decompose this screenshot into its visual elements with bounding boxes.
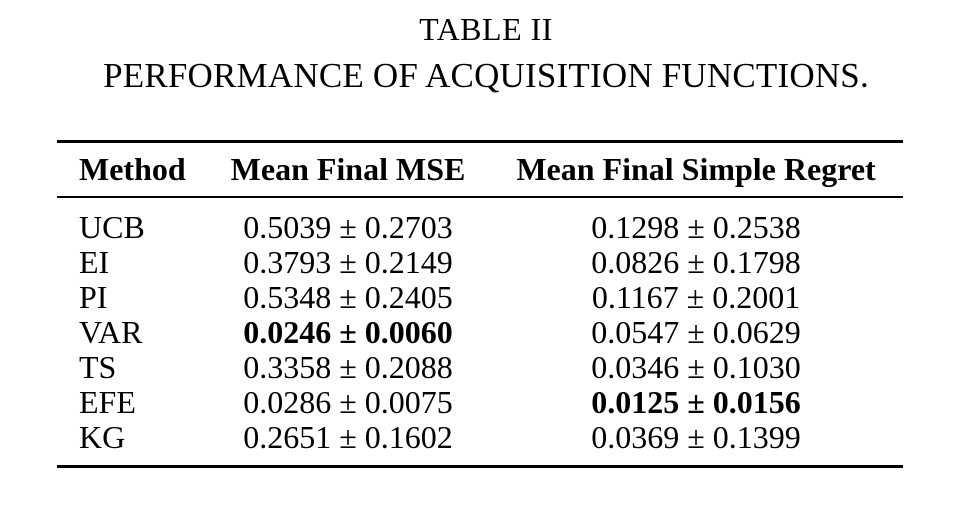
table-title: PERFORMANCE OF ACQUISITION FUNCTIONS. — [103, 56, 869, 95]
column-header-mean-final-simple-regret: Mean Final Simple Regret — [489, 141, 903, 198]
method-label: PI — [79, 279, 108, 315]
mse-value: 0.3793 ± 0.2149 — [243, 244, 453, 280]
regret-value: 0.1298 ± 0.2538 — [591, 209, 801, 245]
method-label: UCB — [79, 209, 145, 245]
table-caption: TABLE II PERFORMANCE OF ACQUISITION FUNC… — [0, 0, 972, 93]
regret-value: 0.0369 ± 0.1399 — [591, 419, 801, 455]
mse-value: 0.5039 ± 0.2703 — [243, 209, 453, 245]
table-number: TABLE II — [419, 11, 553, 47]
method-label: EFE — [79, 384, 136, 420]
method-label: TS — [79, 349, 117, 385]
table-row: KG 0.2651 ± 0.1602 0.0369 ± 0.1399 — [57, 420, 903, 467]
header-row: Method Mean Final MSE Mean Final Simple … — [57, 141, 903, 198]
method-label: KG — [79, 419, 126, 455]
table-row: UCB 0.5039 ± 0.2703 0.1298 ± 0.2538 — [57, 197, 903, 245]
regret-value: 0.0547 ± 0.0629 — [591, 314, 801, 350]
regret-value: 0.1167 ± 0.2001 — [591, 279, 801, 315]
method-label: EI — [79, 244, 110, 280]
mse-value: 0.0286 ± 0.0075 — [243, 384, 453, 420]
table-row: PI 0.5348 ± 0.2405 0.1167 ± 0.2001 — [57, 280, 903, 315]
regret-value: 0.0346 ± 0.1030 — [591, 349, 801, 385]
column-header-method: Method — [57, 141, 207, 198]
mse-value: 0.5348 ± 0.2405 — [243, 279, 453, 315]
table-row: VAR 0.0246 ± 0.0060 0.0547 ± 0.0629 — [57, 315, 903, 350]
regret-value-best: 0.0125 ± 0.0156 — [591, 384, 801, 420]
column-header-mean-final-mse: Mean Final MSE — [207, 141, 489, 198]
mse-value: 0.2651 ± 0.1602 — [243, 419, 453, 455]
mse-value: 0.3358 ± 0.2088 — [243, 349, 453, 385]
regret-value: 0.0826 ± 0.1798 — [591, 244, 801, 280]
table-row: EI 0.3793 ± 0.2149 0.0826 ± 0.1798 — [57, 245, 903, 280]
table-row: TS 0.3358 ± 0.2088 0.0346 ± 0.1030 — [57, 350, 903, 385]
results-table: Method Mean Final MSE Mean Final Simple … — [57, 140, 903, 468]
mse-value-best: 0.0246 ± 0.0060 — [243, 314, 453, 350]
table-row: EFE 0.0286 ± 0.0075 0.0125 ± 0.0156 — [57, 385, 903, 420]
method-label: VAR — [79, 314, 143, 350]
